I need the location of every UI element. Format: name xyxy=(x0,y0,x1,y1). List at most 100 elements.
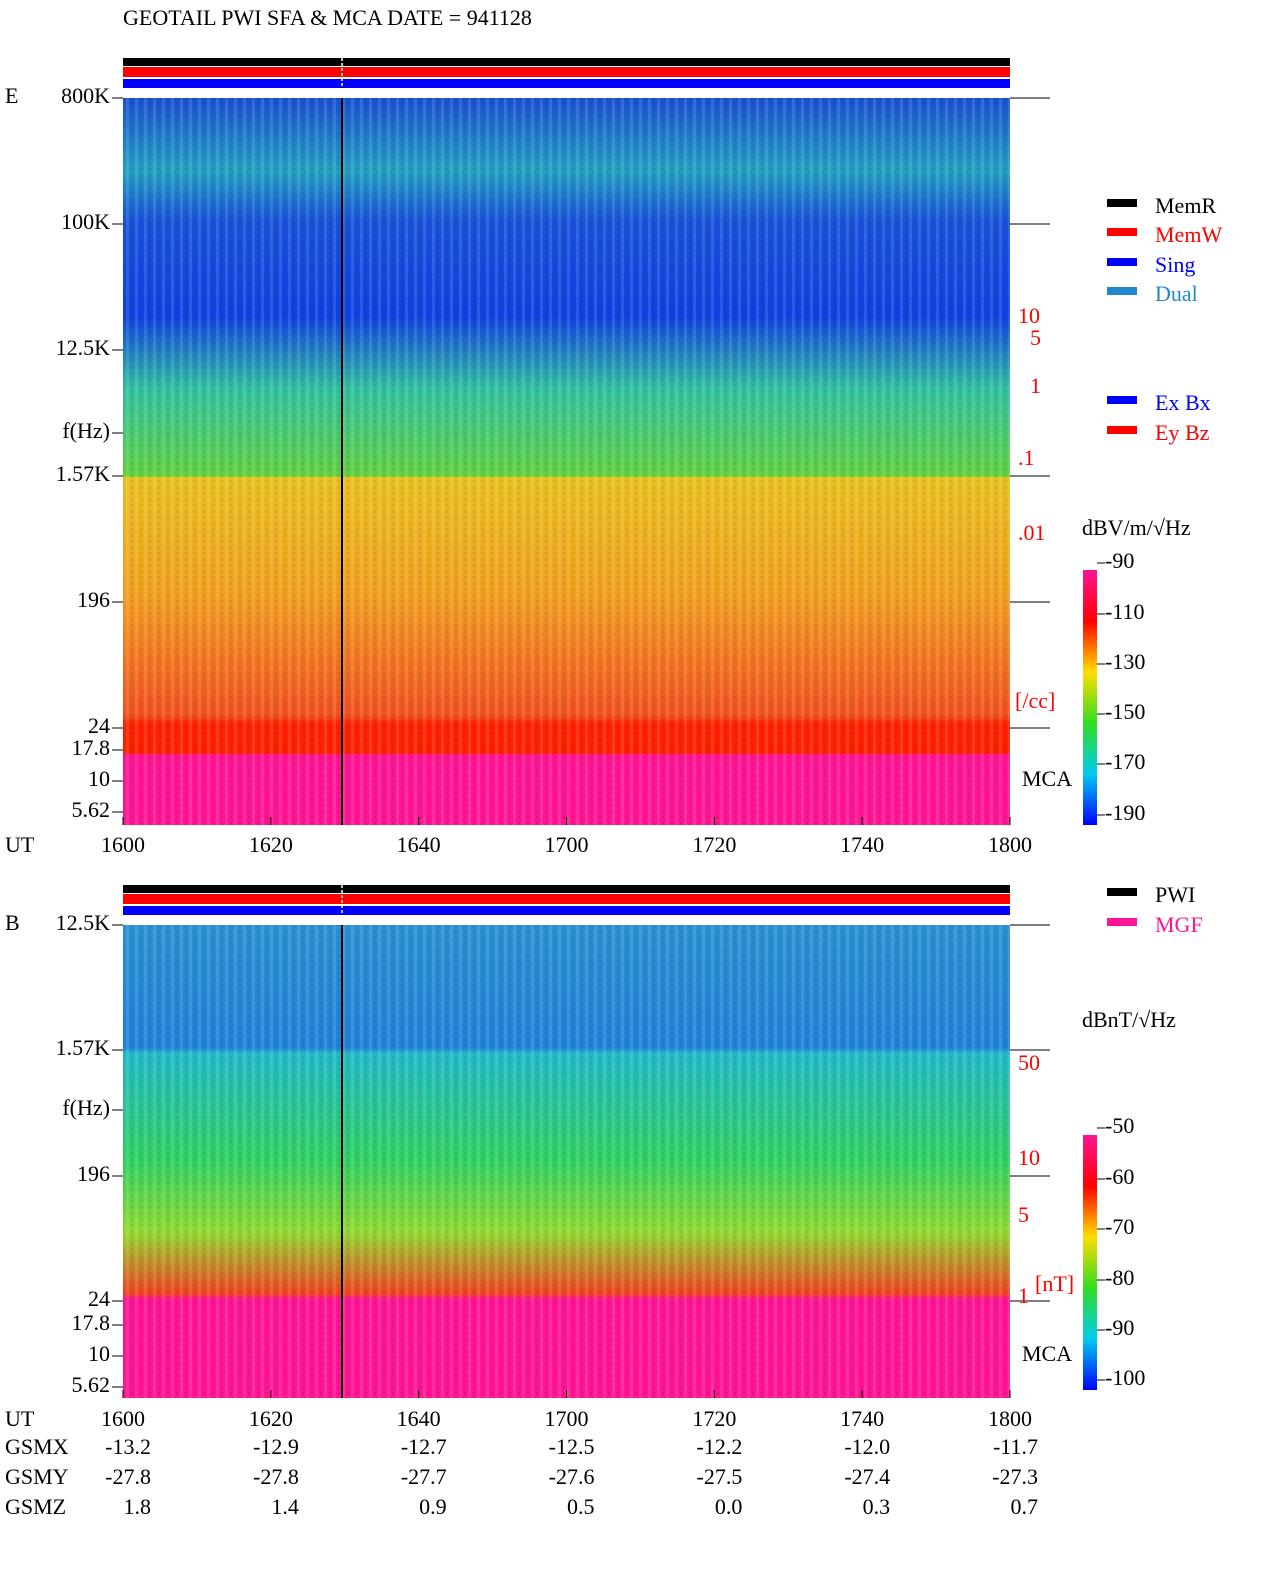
density-label: 50 xyxy=(1018,1050,1040,1075)
title: GEOTAIL PWI SFA & MCA DATE = 941128 xyxy=(123,5,532,30)
colorbar-tick-label: -150 xyxy=(1105,699,1145,724)
legend-label: MGF xyxy=(1155,912,1203,937)
legend-swatch xyxy=(1107,888,1137,896)
time-tick-label: 1800 xyxy=(988,832,1032,857)
orbit-value: -27.3 xyxy=(992,1464,1038,1489)
legend-swatch xyxy=(1107,199,1137,207)
orbit-value: 0.9 xyxy=(419,1494,447,1519)
freq-label: 12.5K xyxy=(56,335,111,360)
freq-label: 24 xyxy=(88,1286,110,1311)
legend-label: Ex Bx xyxy=(1155,390,1211,415)
colorbar-tick-label: -190 xyxy=(1105,800,1145,825)
status-memw xyxy=(123,67,1010,77)
density-label: 10 xyxy=(1018,303,1040,328)
density-label: [/cc] xyxy=(1015,688,1055,713)
freq-label: 17.8 xyxy=(72,1310,111,1335)
freq-label: 1.57K xyxy=(56,461,111,486)
orbit-row-name: GSMZ xyxy=(5,1494,66,1519)
colorbar-tick-label: -50 xyxy=(1105,1113,1134,1138)
orbit-value: 0.7 xyxy=(1011,1494,1039,1519)
freq-label: 196 xyxy=(77,1161,110,1186)
time-tick-label: 1640 xyxy=(397,1406,441,1431)
time-tick-label: 1800 xyxy=(988,1406,1032,1431)
legend-label: MemW xyxy=(1155,222,1222,247)
time-tick-label: 1640 xyxy=(397,832,441,857)
time-axis-label: UT xyxy=(5,1406,35,1431)
density-label: .01 xyxy=(1018,520,1046,545)
density-label: 5 xyxy=(1018,1202,1029,1227)
orbit-value: 0.3 xyxy=(863,1494,891,1519)
time-tick-label: 1600 xyxy=(101,832,145,857)
legend-swatch xyxy=(1107,918,1137,926)
legend-label: Ey Bz xyxy=(1155,420,1210,445)
freq-label: 10 xyxy=(88,766,110,791)
orbit-value: 1.4 xyxy=(271,1494,299,1519)
time-tick-label: 1700 xyxy=(545,1406,589,1431)
orbit-value: -12.0 xyxy=(844,1434,890,1459)
panel-label: B xyxy=(5,910,20,935)
orbit-value: -27.7 xyxy=(401,1464,447,1489)
time-tick-label: 1740 xyxy=(840,832,884,857)
legend-swatch xyxy=(1107,287,1137,295)
colorbar-tick-label: -90 xyxy=(1105,1315,1134,1340)
colorbar-tick-label: -100 xyxy=(1105,1365,1145,1390)
freq-label: 800K xyxy=(61,83,110,108)
density-label: 10 xyxy=(1018,1145,1040,1170)
freq-label: f(Hz) xyxy=(62,418,110,443)
colorbar-unit: dBnT/√Hz xyxy=(1082,1007,1176,1032)
orbit-value: -27.8 xyxy=(253,1464,299,1489)
colorbar-tick-label: -60 xyxy=(1105,1164,1134,1189)
density-label: 1 xyxy=(1030,373,1041,398)
orbit-value: -12.5 xyxy=(549,1434,595,1459)
colorbar-unit: dBV/m/√Hz xyxy=(1082,515,1191,540)
status-memw xyxy=(123,894,1010,904)
orbit-value: -12.7 xyxy=(401,1434,447,1459)
density-label: 5 xyxy=(1030,325,1041,350)
freq-label: 100K xyxy=(61,209,110,234)
panel-label: E xyxy=(5,83,18,108)
legend-label: PWI xyxy=(1155,882,1195,907)
density-label: .1 xyxy=(1018,445,1035,470)
orbit-value: -12.2 xyxy=(697,1434,743,1459)
legend-swatch xyxy=(1107,396,1137,404)
orbit-value: 0.0 xyxy=(715,1494,743,1519)
legend-label: Sing xyxy=(1155,252,1195,277)
spectrogram-texture xyxy=(123,925,1010,1398)
colorbar-tick-label: -170 xyxy=(1105,749,1145,774)
colorbar-tick-label: -70 xyxy=(1105,1214,1134,1239)
legend-swatch xyxy=(1107,426,1137,434)
time-tick-label: 1740 xyxy=(840,1406,884,1431)
status-sing xyxy=(123,906,1010,915)
colorbar-tick-label: -130 xyxy=(1105,649,1145,674)
status-memr xyxy=(123,885,1010,893)
status-memr xyxy=(123,58,1010,66)
freq-label: 5.62 xyxy=(72,1372,111,1397)
time-tick-label: 1720 xyxy=(692,1406,736,1431)
orbit-value: 1.8 xyxy=(124,1494,152,1519)
orbit-row-name: GSMY xyxy=(5,1464,69,1489)
spectrogram-texture xyxy=(123,98,1010,825)
orbit-value: -27.6 xyxy=(549,1464,595,1489)
legend-swatch xyxy=(1107,228,1137,236)
freq-label: 5.62 xyxy=(72,797,111,822)
density-label: 1 xyxy=(1018,1283,1029,1308)
freq-label: 17.8 xyxy=(72,735,111,760)
orbit-value: -27.4 xyxy=(844,1464,890,1489)
orbit-value: -27.5 xyxy=(697,1464,743,1489)
colorbar-tick-label: -80 xyxy=(1105,1265,1134,1290)
colorbar xyxy=(1083,570,1097,825)
density-label: [nT] xyxy=(1035,1271,1074,1296)
freq-label: f(Hz) xyxy=(62,1095,110,1120)
orbit-row-name: GSMX xyxy=(5,1434,69,1459)
time-tick-label: 1700 xyxy=(545,832,589,857)
orbit-value: -12.9 xyxy=(253,1434,299,1459)
time-tick-label: 1620 xyxy=(249,1406,293,1431)
time-axis-label: UT xyxy=(5,832,35,857)
legend-label: MemR xyxy=(1155,193,1216,218)
legend-label: Dual xyxy=(1155,281,1198,306)
colorbar-tick-label: -110 xyxy=(1105,599,1145,624)
density-label: MCA xyxy=(1022,766,1072,791)
status-sing xyxy=(123,79,1010,88)
colorbar xyxy=(1083,1135,1097,1390)
